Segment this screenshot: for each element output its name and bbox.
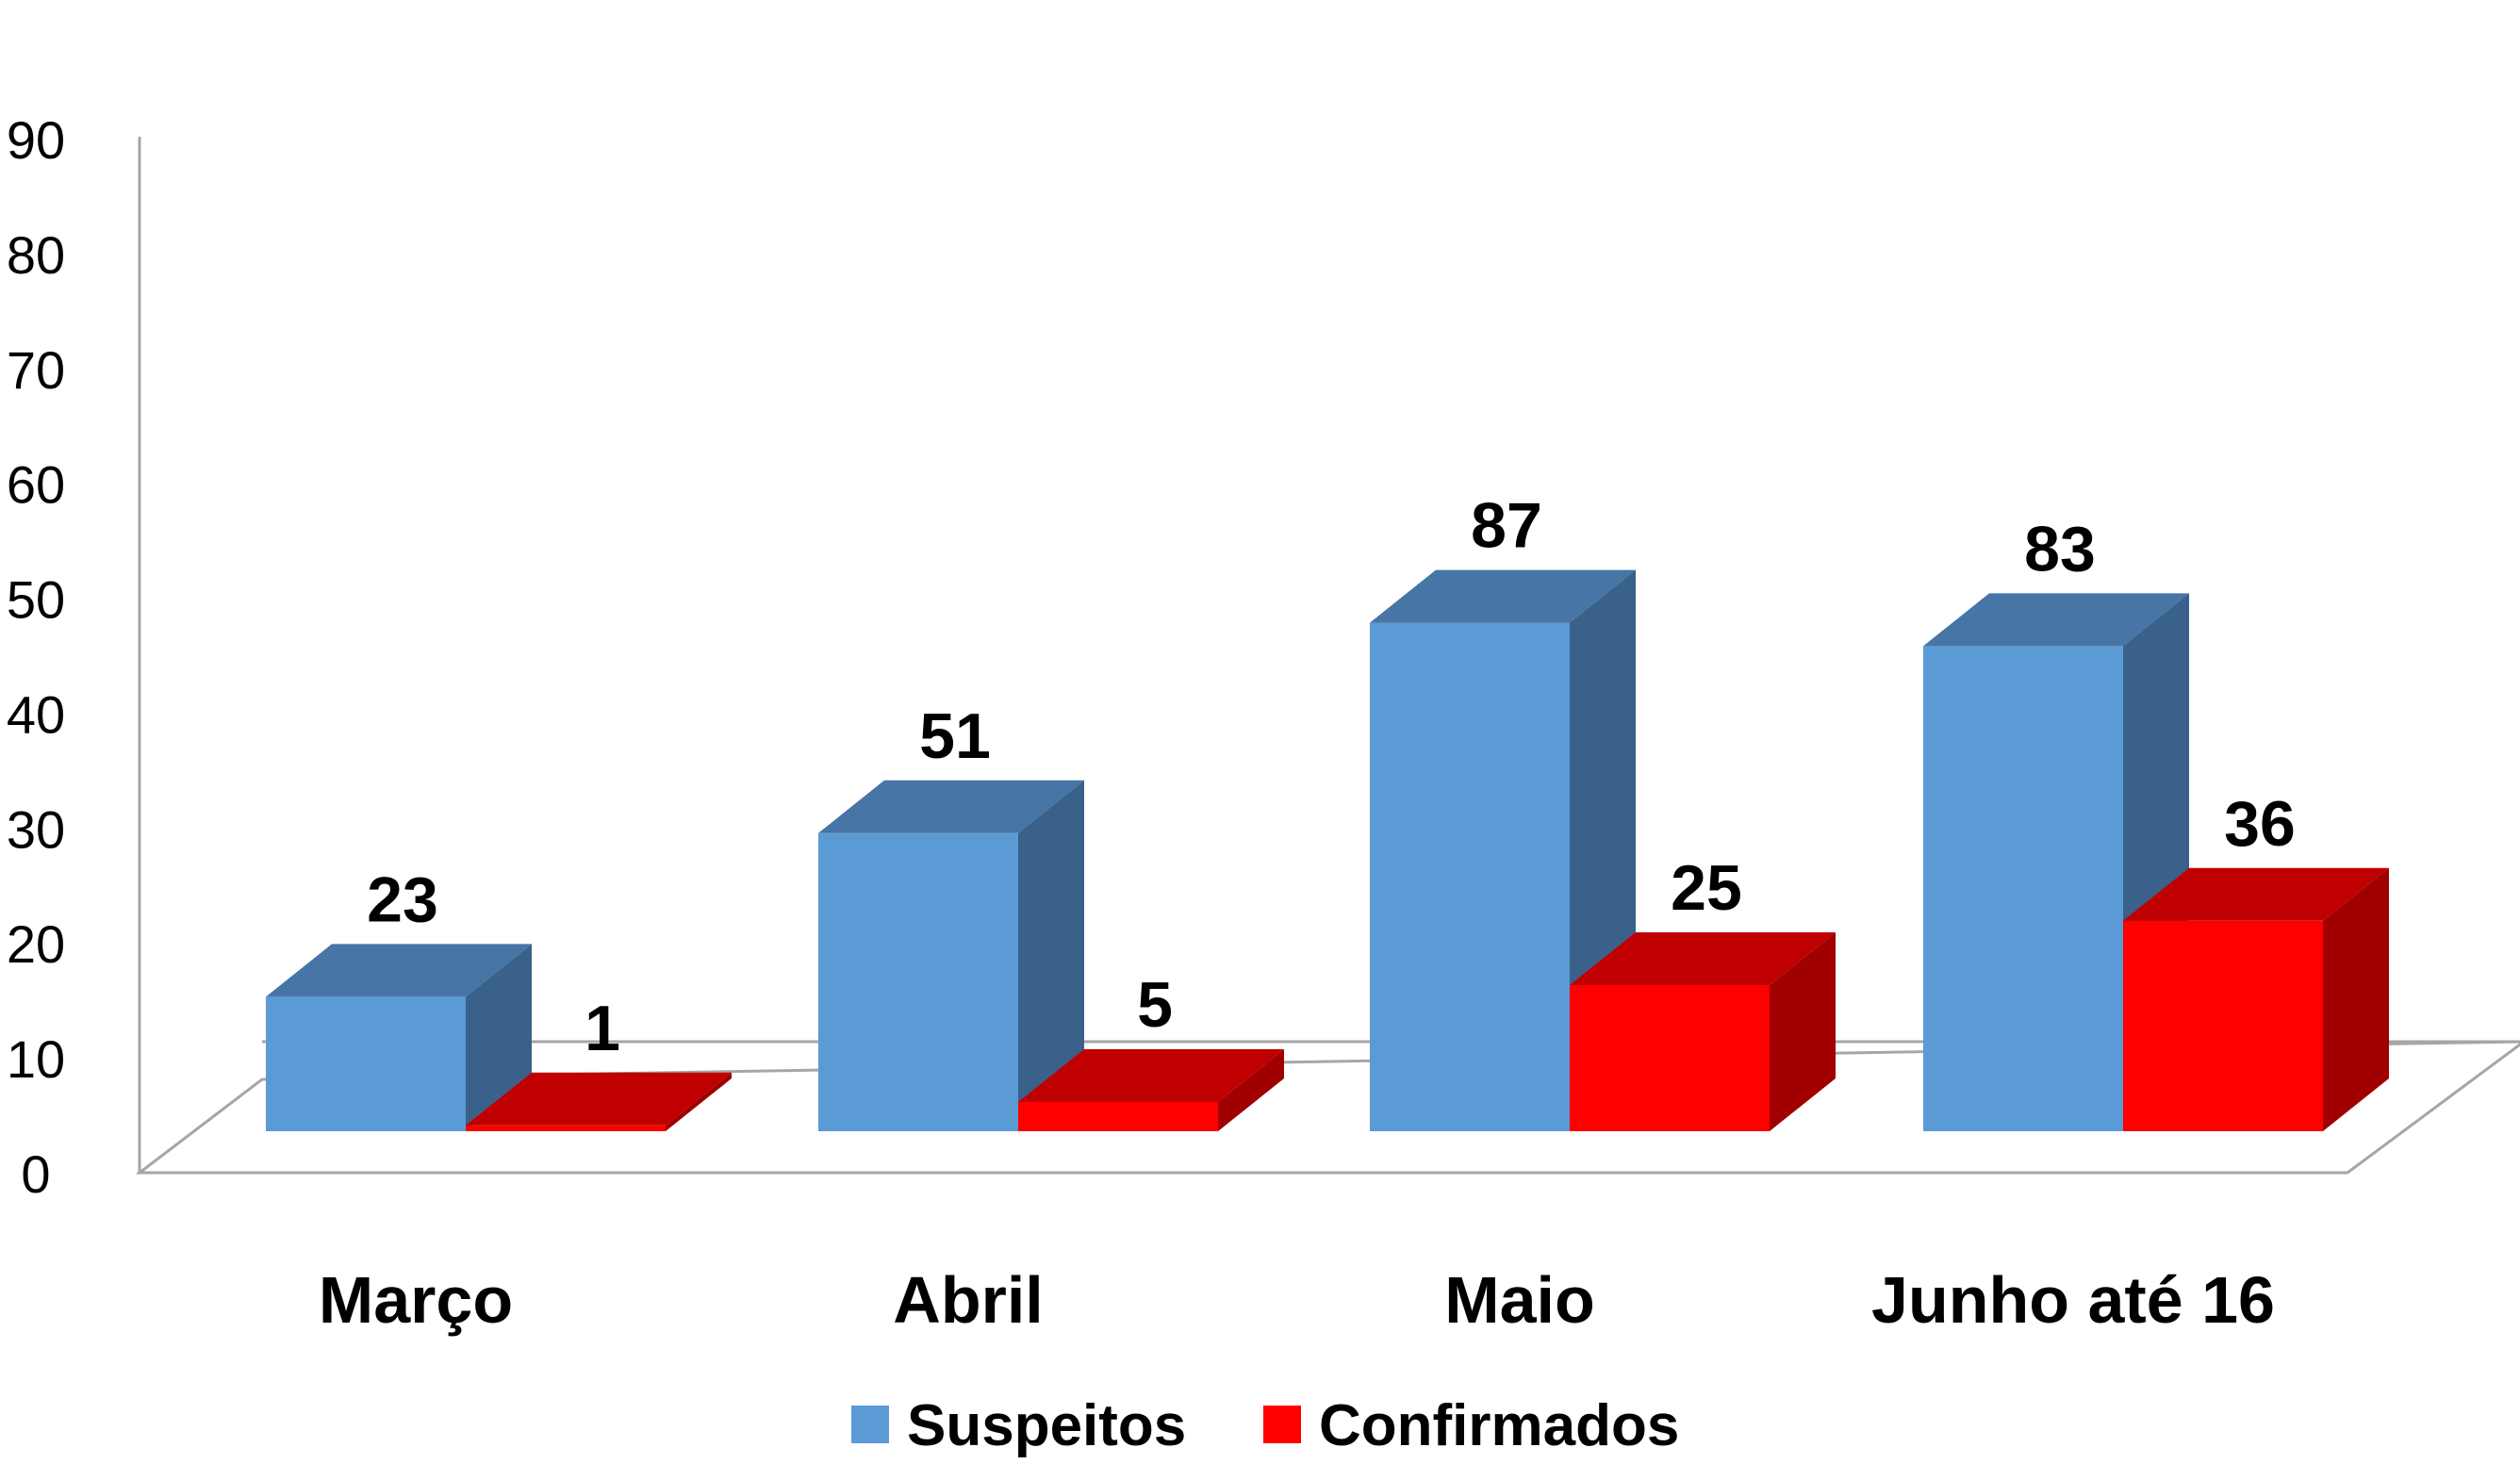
y-tick-label: 70 — [7, 340, 65, 400]
bar-side-confirmados — [666, 1072, 732, 1131]
data-label: 25 — [1671, 852, 1742, 924]
bar-confirmados — [466, 1125, 666, 1131]
bar-side-confirmados — [1770, 932, 1836, 1131]
x-axis-labels: Março Abril Maio Junho até 16 — [319, 1263, 2275, 1337]
bar-side-suspeitos — [1018, 780, 1084, 1131]
data-label: 1 — [585, 993, 620, 1064]
y-tick-label: 40 — [7, 684, 65, 744]
legend-swatch — [1263, 1406, 1301, 1443]
legend-label: Confirmados — [1319, 1393, 1679, 1458]
data-label: 36 — [2224, 788, 2296, 860]
x-tick-label: Junho até 16 — [1871, 1263, 2275, 1337]
bar-side-confirmados — [1218, 1049, 1284, 1131]
bar-side-confirmados — [2323, 867, 2389, 1131]
y-tick-label: 0 — [21, 1144, 50, 1204]
bar-confirmados — [2123, 920, 2323, 1131]
y-tick-label: 80 — [7, 225, 65, 285]
x-tick-label: Maio — [1444, 1263, 1594, 1337]
data-labels: 23 1 51 5 87 25 83 36 — [367, 490, 2296, 1064]
bar-confirmados — [1570, 985, 1770, 1131]
y-axis: 0 10 20 30 40 50 60 70 80 90 — [7, 110, 141, 1204]
legend: Suspeitos Confirmados — [851, 1393, 1679, 1458]
bar-top-suspeitos — [266, 944, 532, 997]
y-tick-label: 50 — [7, 570, 65, 630]
data-label: 5 — [1137, 969, 1173, 1041]
y-tick-label: 10 — [7, 1029, 65, 1089]
y-tick-label: 60 — [7, 455, 65, 515]
x-tick-label: Abril — [893, 1263, 1043, 1337]
data-label: 23 — [367, 864, 438, 935]
y-tick-label: 90 — [7, 110, 65, 170]
bar-top-confirmados — [1570, 932, 1836, 985]
bar-top-suspeitos — [1923, 593, 2189, 647]
bar-suspeitos — [1923, 646, 2123, 1131]
data-label: 51 — [919, 700, 991, 772]
bar-side-suspeitos — [466, 944, 532, 1131]
bar-top-confirmados — [2123, 867, 2389, 921]
bar-top-confirmados — [466, 1072, 732, 1126]
data-label: 87 — [1471, 490, 1542, 562]
bar-top-suspeitos — [1370, 569, 1636, 623]
bar-suspeitos — [818, 832, 1018, 1131]
bar-confirmados — [1018, 1102, 1218, 1131]
x-tick-label: Março — [319, 1263, 513, 1337]
bar-suspeitos — [1370, 622, 1570, 1131]
data-label: 83 — [2024, 513, 2096, 584]
legend-swatch — [851, 1406, 889, 1443]
y-tick-label: 20 — [7, 914, 65, 974]
bar-top-suspeitos — [818, 780, 1084, 833]
bars — [266, 569, 2389, 1131]
legend-label: Suspeitos — [907, 1393, 1186, 1458]
bar-suspeitos — [266, 996, 466, 1131]
bar-top-confirmados — [1018, 1049, 1284, 1102]
y-tick-label: 30 — [7, 799, 65, 859]
